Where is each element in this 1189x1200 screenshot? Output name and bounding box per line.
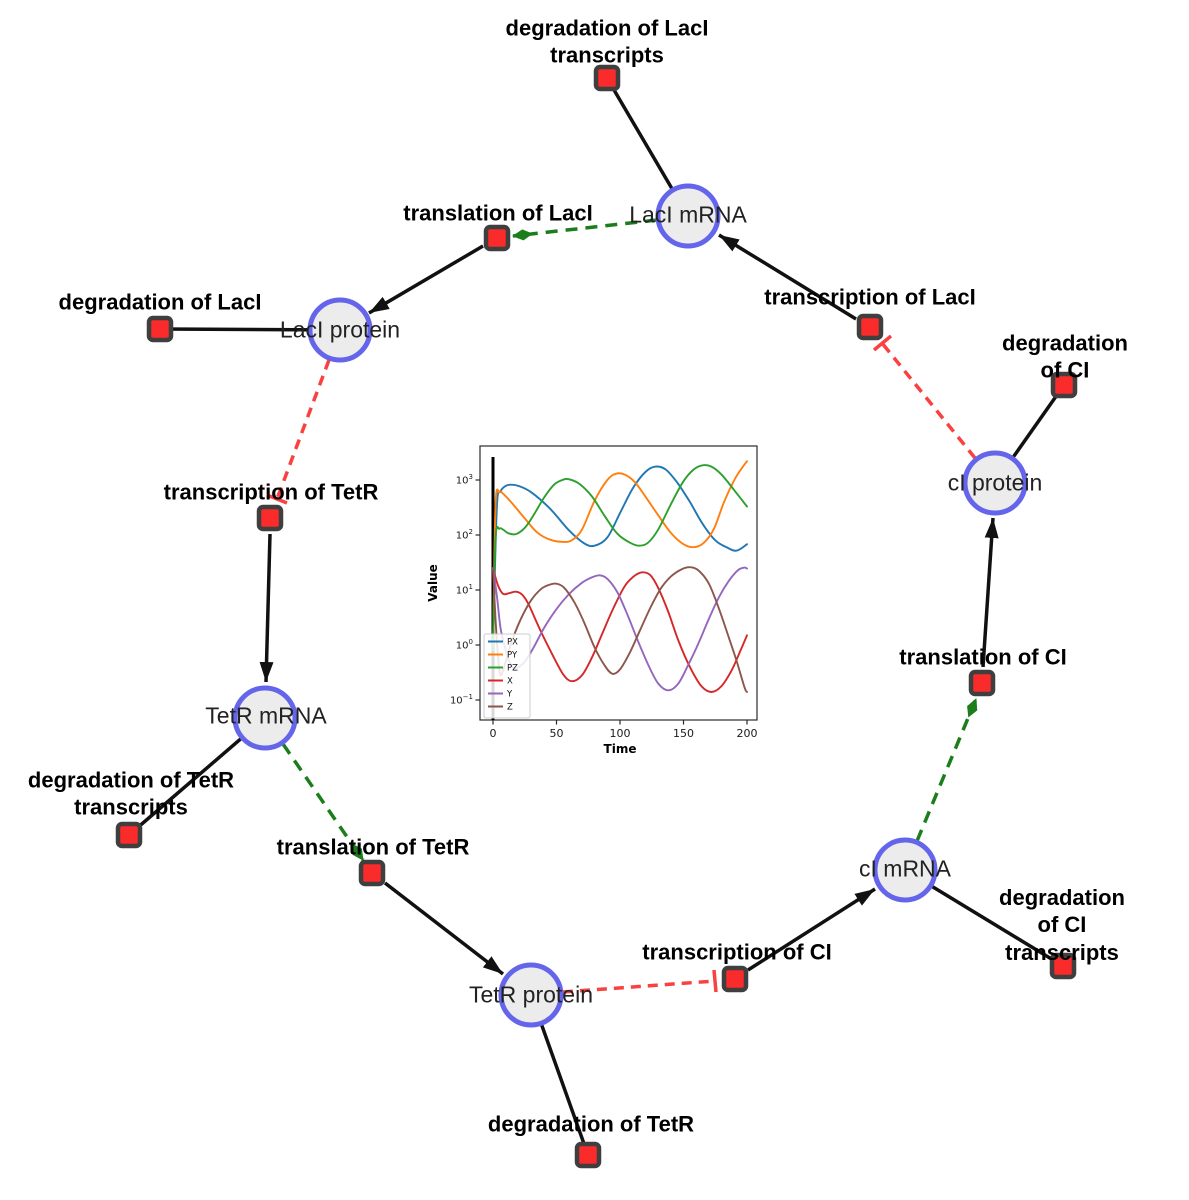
reaction-node-transcription-ci — [721, 965, 749, 993]
legend-label-PZ: PZ — [507, 664, 518, 674]
inhibition-edges — [266, 334, 977, 994]
legend-label-PX: PX — [507, 638, 518, 648]
reaction-label-translation-laci: translation of LacI — [403, 200, 593, 226]
reaction-label-degradation-ci: degradation of CI — [1002, 330, 1128, 383]
reaction-node-degradation-ci-transcripts — [1049, 952, 1077, 980]
x-axis-label: Time — [604, 742, 637, 756]
y-tick-label: 101 — [456, 583, 473, 597]
reaction-node-degradation-laci-transcripts — [593, 64, 621, 92]
species-node-tetr-protein — [498, 962, 564, 1028]
chart-x-axis: 0 50 100 150 200 Time — [490, 720, 758, 756]
species-label-ci-protein: cI protein — [947, 469, 1043, 496]
reaction-label-transcription-ci: transcription of CI — [642, 939, 832, 965]
inhibition-tbar — [712, 969, 718, 993]
timecourse-inset-chart: 0 50 100 150 200Time10−1100101102103ValuePXP… — [426, 445, 758, 756]
species-label-laci-protein: LacI protein — [279, 316, 401, 343]
edge-translationtetr-to-tetrprotein — [383, 881, 505, 976]
reaction-node-degradation-tetr-transcripts — [115, 821, 143, 849]
edge-lacimrna-to-translationlaci — [512, 218, 658, 241]
y-axis-label: Value — [426, 564, 440, 602]
reaction-nodes — [115, 64, 1078, 1169]
chart-legend: PX PY PZ XYZ — [483, 633, 531, 719]
reaction-node-translation-laci — [483, 224, 511, 252]
edge-transcriptiontetr-to-tetrmrna — [259, 533, 274, 683]
species-node-laci-protein — [307, 297, 373, 363]
series-PX — [492, 465, 748, 652]
chart-y-axis: 10−1 100 101 102 103 Value — [426, 473, 480, 707]
y-tick-label: 103 — [456, 473, 473, 487]
series-Y — [492, 566, 748, 692]
edge-tetrmrna-to-translationtetr — [281, 743, 365, 861]
reaction-node-degradation-laci — [146, 315, 174, 343]
species-label-tetr-mrna: TetR mRNA — [205, 702, 327, 729]
y-tick-label: 102 — [456, 528, 473, 542]
reaction-label-degradation-laci-transcripts: degradation of LacI transcripts — [505, 15, 709, 68]
edge-transcriptionci-to-cimrna — [747, 887, 876, 972]
series-X — [492, 567, 748, 693]
species-node-tetr-mrna — [232, 685, 298, 751]
species-label-laci-mrna: LacI mRNA — [629, 201, 747, 228]
reaction-label-transcription-tetr: transcription of TetR — [163, 479, 379, 505]
x-tick-label: 100 — [610, 727, 631, 740]
edge-tetrprotein-inhibits-transcriptionci — [562, 969, 718, 994]
inhibition-tbar — [872, 334, 893, 352]
reaction-node-degradation-tetr — [574, 1141, 602, 1169]
edge-cimrna-to-translationci — [915, 698, 978, 842]
series-PY — [492, 460, 748, 652]
reaction-node-degradation-ci — [1050, 371, 1078, 399]
inhibition-tbar — [266, 493, 288, 505]
x-tick-label: 200 — [737, 727, 758, 740]
x-tick-label: 0 — [490, 727, 497, 740]
species-node-ci-mrna — [872, 837, 938, 903]
legend-label-X: X — [507, 677, 513, 687]
legend-label-Y: Y — [506, 690, 513, 700]
species-node-laci-mrna — [655, 183, 721, 249]
chart-axes-box — [479, 445, 758, 721]
reaction-label-degradation-ci-transcripts: degradation of CI transcripts — [999, 885, 1125, 965]
reaction-label-degradation-laci: degradation of LacI — [58, 289, 262, 315]
kinetic-arrow-edges — [259, 233, 999, 976]
x-tick-label: 50 — [550, 727, 564, 740]
x-tick-label: 150 — [673, 727, 694, 740]
species-label-tetr-protein: TetR protein — [468, 981, 594, 1008]
edge-laciprotein-inhibits-transcriptiontetr — [266, 359, 331, 505]
reaction-node-translation-tetr — [358, 859, 386, 887]
species-nodes — [232, 183, 1028, 1028]
legend-label-Z: Z — [507, 703, 513, 713]
reaction-node-transcription-laci — [856, 313, 884, 341]
reaction-label-translation-ci: translation of CI — [899, 644, 1067, 670]
series-PZ — [492, 464, 748, 652]
reaction-label-translation-tetr: translation of TetR — [276, 834, 470, 860]
reaction-label-degradation-tetr-transcripts: degradation of TetR transcripts — [27, 767, 235, 820]
edge-ciprotein-inhibits-transcriptionlaci — [872, 334, 977, 460]
reaction-label-transcription-laci: transcription of LacI — [764, 284, 976, 310]
y-tick-label: 10−1 — [450, 693, 473, 707]
reaction-label-degradation-tetr: degradation of TetR — [487, 1111, 695, 1137]
reaction-node-transcription-tetr — [256, 504, 284, 532]
legend-label-PY: PY — [507, 651, 518, 661]
reaction-node-translation-ci — [968, 669, 996, 697]
edge-transcriptionlaci-to-lacimrna — [718, 233, 857, 321]
species-node-ci-protein — [962, 450, 1028, 516]
series-Z — [492, 566, 748, 693]
edge-translationlaci-to-laciprotein — [368, 244, 484, 315]
y-tick-label: 100 — [456, 638, 473, 652]
edge-translationci-to-ciprotein — [981, 517, 999, 668]
species-label-ci-mrna: cI mRNA — [859, 855, 951, 882]
modifier-edges — [281, 218, 978, 861]
chart-series-group — [492, 460, 748, 693]
